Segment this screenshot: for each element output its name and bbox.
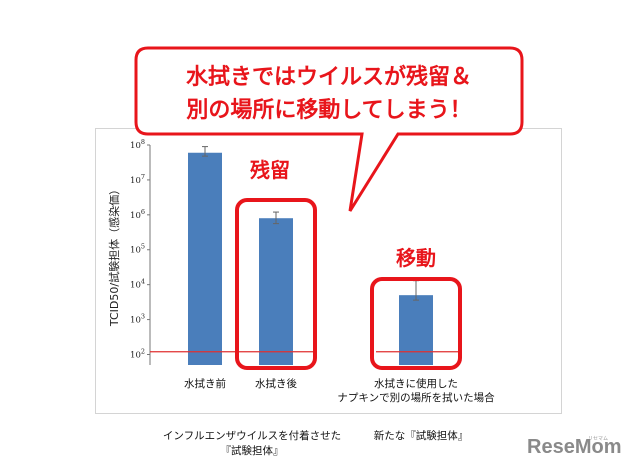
- y-tick-label: 103: [130, 313, 145, 326]
- y-tick-base: 10: [130, 176, 141, 186]
- y-tick-exponent: 4: [141, 278, 145, 286]
- y-tick-exponent: 8: [141, 138, 145, 146]
- left-group-label-line-1: インフルエンザウイルスを付着させた: [163, 429, 341, 442]
- y-tick-base: 10: [130, 350, 141, 360]
- y-tick-label: 105: [130, 243, 145, 256]
- bar-group: [188, 146, 433, 365]
- transfer-tag: 移動: [396, 246, 436, 270]
- y-tick-exponent: 2: [141, 347, 145, 355]
- bar: [399, 295, 433, 365]
- y-tick-label: 104: [130, 278, 145, 291]
- y-tick-label: 108: [130, 138, 145, 151]
- left-group-label-line-2: 『試験担体』: [221, 444, 284, 457]
- y-tick-base: 10: [130, 246, 141, 256]
- bar: [259, 218, 293, 365]
- residue-tag: 残留: [250, 158, 290, 182]
- y-tick-base: 10: [130, 141, 141, 151]
- y-tick-base: 10: [130, 211, 141, 221]
- y-tick-base: 10: [130, 281, 141, 291]
- resemom-logo: ReseMom: [527, 436, 621, 458]
- y-tick-label: 106: [130, 208, 145, 221]
- callout-line-2: 別の場所に移動してしまう！: [186, 97, 471, 123]
- y-axis-label: TCID50/試験担体（感染価）: [107, 184, 121, 327]
- category-label: 水拭きに使用した: [374, 377, 458, 390]
- y-tick-exponent: 7: [141, 173, 145, 181]
- plot-frame: [95, 128, 562, 414]
- callout-line-1: 水拭きではウイルスが残留＆: [186, 64, 472, 90]
- resemom-logo-sub: リセマム: [588, 436, 608, 442]
- y-tick-exponent: 3: [141, 313, 145, 321]
- y-tick-label: 102: [130, 347, 145, 360]
- y-tick-exponent: 5: [141, 243, 145, 251]
- y-tick-label: 107: [130, 173, 145, 186]
- bar: [188, 152, 222, 365]
- residue-highlight-box: [235, 198, 317, 370]
- right-group-label: 新たな『試験担体』: [374, 429, 469, 442]
- y-tick-exponent: 6: [141, 208, 145, 216]
- category-label: 水拭き後: [255, 377, 297, 390]
- callout-bubble: [134, 46, 524, 212]
- category-label: ナプキンで別の場所を拭いた場合: [337, 391, 495, 404]
- transfer-highlight-box: [370, 277, 462, 370]
- category-label: 水拭き前: [184, 377, 226, 390]
- y-tick-base: 10: [130, 316, 141, 326]
